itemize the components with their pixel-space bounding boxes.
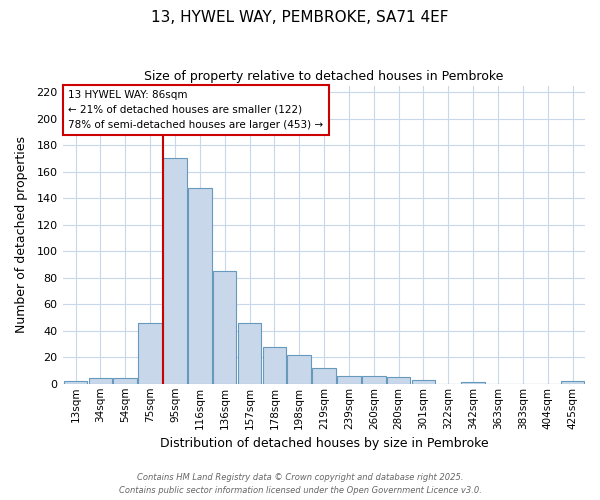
Bar <box>163 158 187 384</box>
Bar <box>64 381 88 384</box>
Text: 13 HYWEL WAY: 86sqm
← 21% of detached houses are smaller (122)
78% of semi-detac: 13 HYWEL WAY: 86sqm ← 21% of detached ho… <box>68 90 323 130</box>
Bar <box>362 376 386 384</box>
Bar <box>287 354 311 384</box>
Bar <box>213 271 236 384</box>
Bar <box>412 380 435 384</box>
Bar <box>461 382 485 384</box>
X-axis label: Distribution of detached houses by size in Pembroke: Distribution of detached houses by size … <box>160 437 488 450</box>
Bar <box>188 188 212 384</box>
Bar <box>139 323 162 384</box>
Title: Size of property relative to detached houses in Pembroke: Size of property relative to detached ho… <box>145 70 504 83</box>
Text: 13, HYWEL WAY, PEMBROKE, SA71 4EF: 13, HYWEL WAY, PEMBROKE, SA71 4EF <box>151 10 449 25</box>
Text: Contains HM Land Registry data © Crown copyright and database right 2025.
Contai: Contains HM Land Registry data © Crown c… <box>119 474 481 495</box>
Bar <box>561 381 584 384</box>
Bar <box>238 323 262 384</box>
Bar <box>89 378 112 384</box>
Bar <box>113 378 137 384</box>
Y-axis label: Number of detached properties: Number of detached properties <box>15 136 28 333</box>
Bar <box>337 376 361 384</box>
Bar <box>312 368 336 384</box>
Bar <box>263 346 286 384</box>
Bar <box>387 377 410 384</box>
